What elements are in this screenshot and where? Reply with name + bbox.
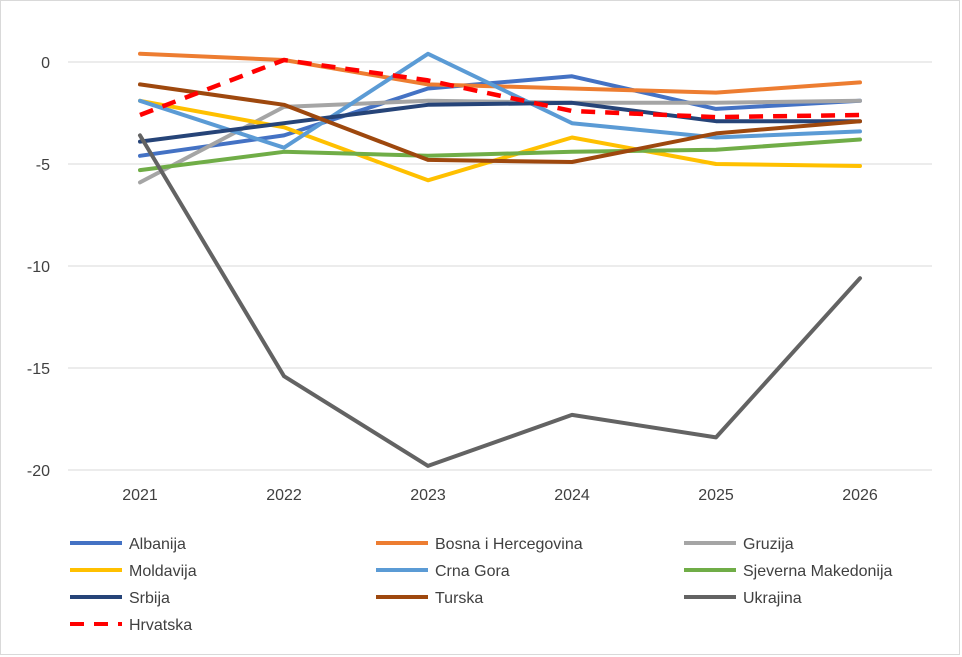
legend-item: Gruzija: [684, 536, 794, 553]
x-tick-label: 2023: [410, 487, 446, 504]
x-tick-label: 2024: [554, 487, 590, 504]
y-tick-label: -10: [27, 259, 50, 276]
series-line-srbija: [138, 100, 862, 144]
x-tick-label: 2022: [266, 487, 302, 504]
legend-label: Albanija: [129, 536, 186, 553]
series-line-hrvatska: [139, 57, 861, 120]
series-line-sjeverna-makedonija: [138, 137, 862, 173]
y-axis-tick-labels: 0 -5 -10 -15 -20: [27, 55, 50, 480]
x-tick-label: 2021: [122, 487, 158, 504]
legend-label: Hrvatska: [129, 617, 192, 634]
legend-label: Ukrajina: [743, 590, 802, 607]
legend: Albanija Bosna i Hercegovina Gruzija Moldav…: [70, 536, 893, 634]
legend-item: Turska: [376, 590, 483, 607]
legend-item: Srbija: [70, 590, 170, 607]
y-tick-label: -20: [27, 463, 50, 480]
legend-label: Sjeverna Makedonija: [743, 563, 893, 580]
series-line-moldavija: [138, 98, 862, 183]
legend-item: Bosna i Hercegovina: [376, 536, 583, 553]
legend-label: Srbija: [129, 590, 170, 607]
legend-item: Albanija: [70, 536, 186, 553]
series-line-crna-gora: [138, 51, 862, 150]
series-line-turska: [138, 82, 862, 164]
legend-label: Turska: [435, 590, 483, 607]
legend-item: Sjeverna Makedonija: [684, 563, 893, 580]
legend-label: Gruzija: [743, 536, 794, 553]
legend-label: Crna Gora: [435, 563, 510, 580]
y-tick-label: -5: [36, 157, 50, 174]
y-tick-label: -15: [27, 361, 50, 378]
series-lines: [138, 51, 862, 468]
legend-item: Ukrajina: [684, 590, 802, 607]
legend-item: Moldavija: [70, 563, 197, 580]
legend-item: Crna Gora: [376, 563, 510, 580]
x-axis-tick-labels: 2021 2022 2023 2024 2025 2026: [122, 487, 878, 504]
legend-item: Hrvatska: [70, 617, 192, 634]
series-line-ukrajina: [138, 133, 862, 468]
x-tick-label: 2026: [842, 487, 878, 504]
x-tick-label: 2025: [698, 487, 734, 504]
y-tick-label: 0: [41, 55, 50, 72]
legend-label: Moldavija: [129, 563, 197, 580]
legend-label: Bosna i Hercegovina: [435, 536, 583, 553]
